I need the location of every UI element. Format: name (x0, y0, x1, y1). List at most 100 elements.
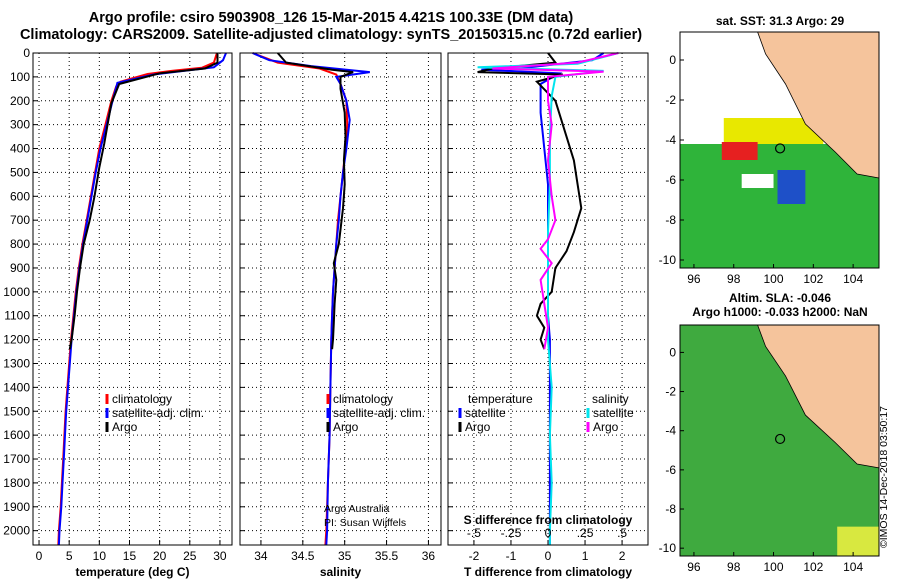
map-y-tick-label: 0 (669, 345, 676, 359)
x-axis-label: salinity (320, 565, 362, 579)
map-x-tick-label: 100 (764, 560, 784, 574)
y-tick-label: 1200 (3, 333, 30, 347)
map-frame (679, 31, 880, 269)
x-tick-label: 25 (183, 549, 197, 563)
top-x-tick-label: 0 (545, 526, 552, 540)
series-line-Argo (276, 52, 354, 350)
x-tick-label: 36 (422, 549, 436, 563)
x-tick-label: -2 (469, 549, 480, 563)
map-y-tick-label: -4 (665, 133, 676, 147)
map-x-tick-label: 96 (687, 272, 701, 286)
top-x-tick-label: -.5 (467, 526, 481, 540)
map-y-tick-label: -2 (665, 385, 676, 399)
legend-salinity-label: climatology (333, 392, 393, 406)
y-tick-label: 1300 (3, 356, 30, 370)
map-x-tick-label: 102 (803, 272, 823, 286)
sla-map-title-line2: Argo h1000: -0.033 h2000: NaN (692, 305, 867, 319)
y-tick-label: 500 (10, 165, 30, 179)
legend-salinity-label: satellite-adj. clim. (333, 406, 425, 420)
top-x-tick-label: -.25 (501, 526, 522, 540)
y-tick-label: 0 (23, 46, 30, 60)
x-axis-label: T difference from climatology (464, 565, 632, 579)
map-x-tick-label: 104 (843, 272, 863, 286)
map-y-tick-label: -10 (659, 541, 677, 555)
sst-field-green (680, 144, 879, 268)
series-line-temperature-Argo (477, 52, 583, 350)
map-y-tick-label: -6 (665, 173, 676, 187)
y-tick-label: 1600 (3, 428, 30, 442)
y-tick-label: 100 (10, 70, 30, 84)
map-x-tick-label: 96 (687, 560, 701, 574)
legend-diff-salinity-label: satellite (593, 406, 634, 420)
y-tick-label: 900 (10, 261, 30, 275)
y-tick-label: 1100 (4, 309, 30, 323)
map-x-tick-label: 102 (803, 560, 823, 574)
x-tick-label: 1 (582, 549, 589, 563)
legend-salinity-label: Argo (333, 420, 359, 434)
legend-diff-salinity-title: salinity (592, 392, 629, 406)
sst-field-blue (777, 170, 806, 204)
argo-position-marker (774, 143, 786, 154)
legend-temperature-label: satellite-adj. clim. (112, 406, 204, 420)
legend-temperature-label: Argo (112, 420, 138, 434)
y-tick-label: 700 (10, 213, 30, 227)
map-x-tick-label: 104 (843, 560, 863, 574)
figure-title-line2: Climatology: CARS2009. Satellite-adjuste… (19, 27, 643, 43)
x-axis-label: temperature (deg C) (75, 565, 189, 579)
legend-diff-temperature-title: temperature (468, 392, 533, 406)
map-y-tick-label: -4 (665, 424, 676, 438)
sla-map-title-line1: Altim. SLA: -0.046 (729, 291, 831, 305)
x-tick-label: 5 (66, 549, 73, 563)
top-x-tick-label: .25 (577, 526, 594, 540)
y-tick-label: 300 (10, 118, 30, 132)
y-tick-label: 1700 (3, 452, 30, 466)
figure-title-line1: Argo profile: csiro 5903908_126 15-Mar-2… (88, 10, 574, 26)
x-tick-label: 0 (545, 549, 552, 563)
map-y-tick-label: -2 (665, 93, 676, 107)
y-tick-label: 1500 (3, 404, 30, 418)
map-x-tick-label: 98 (727, 272, 741, 286)
x-tick-label: 30 (213, 549, 227, 563)
legend-temperature-label: climatology (112, 392, 172, 406)
legend-diff-temperature-label: satellite (465, 406, 506, 420)
x-tick-label: 35.5 (375, 549, 399, 563)
map-y-tick-label: -10 (659, 253, 677, 267)
map-x-tick-label: 100 (764, 272, 784, 286)
y-tick-label: 600 (10, 189, 30, 203)
y-tick-label: 1800 (3, 476, 30, 490)
sla-field-yellow (837, 526, 879, 556)
y-tick-label: 2000 (3, 524, 30, 538)
map-y-tick-label: -8 (665, 502, 676, 516)
map-y-tick-label: -8 (665, 213, 676, 227)
x-tick-label: 34.5 (291, 549, 315, 563)
sst-map-title: sat. SST: 31.3 Argo: 29 (716, 14, 845, 28)
y-tick-label: 1400 (3, 380, 30, 394)
x-tick-label: -1 (506, 549, 517, 563)
sla-map (679, 324, 880, 557)
sst-map (679, 31, 880, 269)
y-tick-label: 800 (10, 237, 30, 251)
series-line-climatology (57, 52, 218, 546)
sst-field-red (721, 142, 758, 160)
credit-pi: PI: Susan Wijffels (324, 517, 407, 529)
x-tick-label: 0 (36, 549, 43, 563)
x-tick-label: 10 (93, 549, 107, 563)
x-tick-label: 20 (153, 549, 167, 563)
y-tick-label: 200 (10, 94, 30, 108)
map-x-tick-label: 98 (727, 560, 741, 574)
legend-diff-temperature-label: Argo (465, 420, 491, 434)
x-tick-label: 2 (619, 549, 626, 563)
x-tick-label: 15 (123, 549, 137, 563)
top-x-tick-label: .5 (617, 526, 627, 540)
series-line-satellite-adj.-clim. (252, 52, 370, 546)
y-tick-label: 1000 (3, 285, 30, 299)
argo-position-marker (774, 433, 786, 445)
series-line-satellite-adj.-clim. (57, 52, 227, 546)
credit-argo-australia: Argo Australia (324, 503, 390, 515)
x-tick-label: 35 (338, 549, 352, 563)
map-y-tick-label: -6 (665, 463, 676, 477)
series-line-Argo (68, 53, 219, 350)
series-line-salinity-satellite (477, 52, 619, 545)
series-line-salinity-Argo (492, 52, 619, 350)
